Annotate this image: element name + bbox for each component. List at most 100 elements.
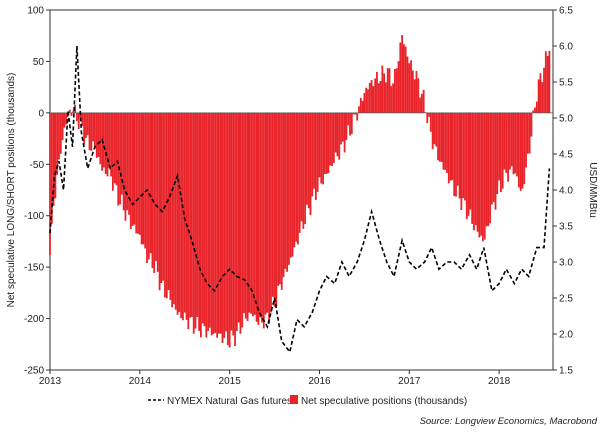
bar-series	[49, 35, 551, 348]
x-tick-label: 2016	[308, 376, 331, 387]
bar	[526, 112, 529, 154]
bar	[280, 112, 283, 290]
bar	[235, 112, 238, 331]
bar	[534, 107, 536, 113]
bar	[385, 82, 387, 113]
right-tick-label: 5.5	[559, 78, 573, 89]
bar	[221, 112, 224, 343]
bar	[156, 112, 159, 272]
bar	[182, 112, 184, 321]
bar	[135, 112, 138, 234]
bar	[440, 112, 443, 162]
bar	[142, 112, 145, 245]
bar	[124, 112, 127, 221]
bar	[392, 83, 395, 113]
bar	[225, 112, 227, 332]
bar	[138, 112, 141, 235]
left-tick-label: -250	[24, 366, 44, 377]
bar	[86, 112, 89, 136]
bar	[228, 112, 231, 348]
bar	[447, 112, 450, 184]
bar	[85, 112, 87, 138]
bar	[311, 112, 314, 197]
bar	[153, 112, 156, 274]
bar	[74, 104, 77, 113]
bar	[155, 112, 157, 262]
bar	[541, 82, 544, 113]
bar	[433, 112, 436, 145]
bar	[325, 112, 328, 174]
source-note: Source: Longview Economics, Macrobond	[420, 416, 598, 427]
bar	[90, 112, 93, 151]
bar	[480, 112, 483, 236]
bar	[180, 112, 183, 319]
bar	[465, 112, 468, 220]
bar	[512, 112, 515, 175]
bar	[167, 112, 170, 291]
bar	[77, 112, 80, 129]
bar	[372, 86, 375, 113]
left-tick-label: 0	[38, 108, 44, 119]
right-tick-label: 6.0	[559, 42, 573, 53]
bar	[331, 112, 333, 167]
bar	[282, 112, 285, 278]
bar	[241, 112, 244, 328]
x-tick-label: 2013	[39, 376, 62, 387]
bar	[79, 112, 82, 118]
bar	[359, 97, 362, 113]
bar	[165, 112, 168, 299]
bar	[83, 112, 86, 145]
bar	[115, 112, 118, 186]
left-tick-label: -150	[24, 263, 44, 274]
bar	[191, 112, 193, 317]
bar	[420, 93, 423, 113]
bar	[257, 112, 260, 325]
bar	[50, 112, 53, 224]
bar	[444, 112, 447, 170]
bar	[295, 112, 298, 242]
left-tick-label: -200	[24, 314, 44, 325]
bar	[65, 112, 68, 125]
bar	[217, 112, 220, 334]
bar	[415, 70, 418, 113]
bar	[354, 112, 357, 115]
bar	[453, 112, 456, 197]
bar	[320, 112, 323, 184]
bar	[259, 112, 262, 318]
bar	[298, 112, 301, 233]
bar	[388, 68, 391, 113]
bar	[429, 112, 432, 132]
bar	[318, 112, 321, 178]
bar	[516, 112, 518, 177]
legend-line-label: NYMEX Natural Gas futures	[167, 396, 292, 407]
bar	[455, 112, 457, 197]
bar	[128, 112, 130, 215]
right-tick-label: 1.5	[559, 366, 573, 377]
bar	[431, 112, 434, 150]
bar	[530, 112, 533, 137]
bar	[437, 112, 439, 161]
bar	[111, 112, 114, 191]
bar	[244, 112, 247, 319]
bar	[275, 112, 278, 306]
bar	[489, 112, 492, 224]
bar	[49, 112, 51, 256]
bar	[226, 112, 229, 346]
bar	[422, 89, 425, 113]
bar	[140, 112, 143, 245]
bar	[108, 112, 111, 168]
bar	[496, 112, 499, 195]
bar	[507, 112, 509, 182]
bar	[316, 112, 319, 192]
bar	[185, 112, 188, 320]
bar	[532, 110, 535, 113]
bar	[58, 112, 60, 160]
bar	[314, 112, 317, 200]
bar	[207, 112, 209, 331]
bar	[498, 112, 501, 181]
bar	[334, 112, 337, 153]
bar	[426, 112, 429, 124]
bar	[395, 68, 398, 113]
bar	[302, 112, 305, 229]
bar	[370, 80, 373, 113]
